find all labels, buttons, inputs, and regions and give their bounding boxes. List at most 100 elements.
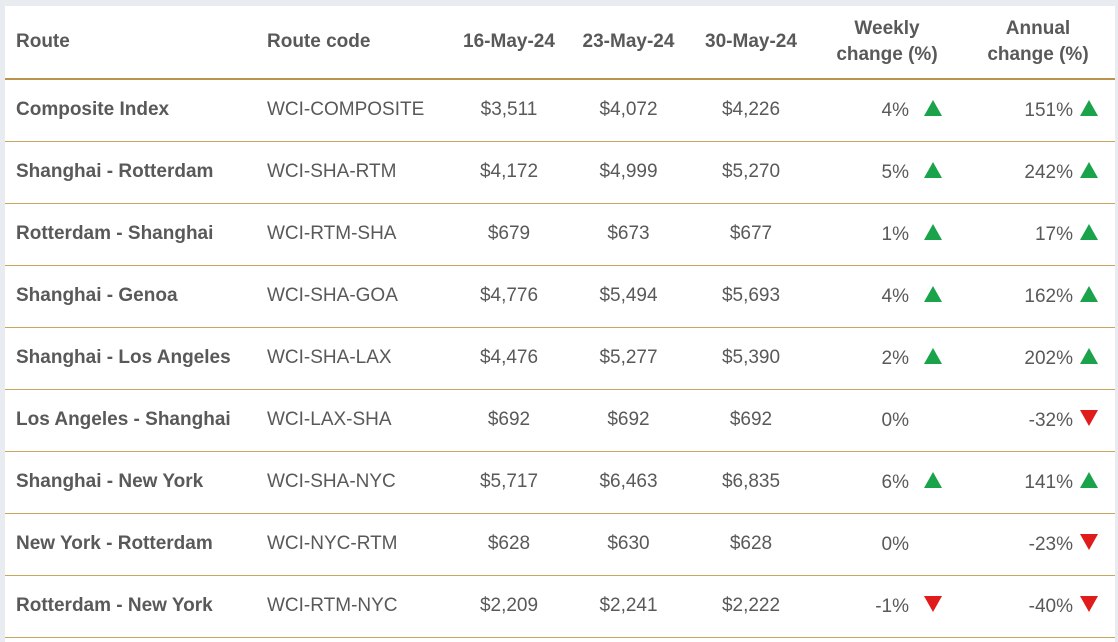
up-triangle-icon [1079, 285, 1099, 303]
weekly-change-value: 6% [881, 471, 909, 493]
weekly-change-value: 1% [881, 223, 909, 245]
header-annual-line1: Annual [1005, 18, 1071, 39]
weekly-change-cell: 2% [813, 327, 961, 390]
rate-date-3-cell: $5,270 [689, 141, 813, 204]
rate-date-2-cell: $6,463 [568, 451, 689, 514]
weekly-change-cell: 1% [813, 203, 961, 266]
up-triangle-icon [923, 347, 943, 365]
annual-change-cell: -32% [961, 389, 1115, 452]
down-triangle-icon [1079, 533, 1099, 551]
rate-date-2-cell: $4,072 [568, 79, 689, 142]
weekly-change-value: 4% [881, 99, 909, 121]
down-triangle-icon [923, 595, 943, 613]
rate-date-3-cell: $692 [689, 389, 813, 452]
header-weekly-line1: Weekly [854, 18, 920, 39]
annual-change-cell: -40% [961, 575, 1115, 638]
table-row: New York - Rotterdam WCI-NYC-RTM $628 $630 $… [5, 513, 1115, 576]
rate-date-1-cell: $4,776 [450, 265, 568, 328]
up-triangle-icon [1079, 471, 1099, 489]
up-triangle-icon [923, 285, 943, 303]
down-triangle-icon [1079, 409, 1099, 427]
up-triangle-icon [923, 471, 943, 489]
route-code-cell: WCI-SHA-RTM [263, 141, 450, 204]
table-row: Shanghai - Rotterdam WCI-SHA-RTM $4,172 $4,… [5, 141, 1115, 204]
rate-date-2-cell: $692 [568, 389, 689, 452]
annual-change-cell: 242% [961, 141, 1115, 204]
rate-date-3-cell: $628 [689, 513, 813, 576]
header-weekly-change: Weekly change (%) [813, 6, 961, 80]
route-name-cell: Shanghai - Rotterdam [5, 141, 263, 204]
header-annual-line2: change (%) [987, 44, 1089, 65]
weekly-change-cell: 4% [813, 265, 961, 328]
weekly-change-value: 5% [881, 161, 909, 183]
annual-change-value: -40% [1028, 595, 1073, 617]
up-triangle-icon [1079, 161, 1099, 179]
annual-change-value: 242% [1024, 161, 1073, 183]
rate-date-3-cell: $5,390 [689, 327, 813, 390]
annual-change-value: 151% [1024, 99, 1073, 121]
rate-date-1-cell: $3,511 [450, 79, 568, 142]
table-row: Los Angeles - Shanghai WCI-LAX-SHA $692 $69… [5, 389, 1115, 452]
no-change-icon [923, 409, 943, 427]
table-row: Shanghai - New York WCI-SHA-NYC $5,717 $6,4… [5, 451, 1115, 514]
rate-date-3-cell: $6,835 [689, 451, 813, 514]
route-name-cell: Rotterdam - Shanghai [5, 203, 263, 266]
annual-change-value: 141% [1024, 471, 1073, 493]
annual-change-cell: 17% [961, 203, 1115, 266]
route-name-cell: Shanghai - Los Angeles [5, 327, 263, 390]
header-weekly-line2: change (%) [836, 44, 938, 65]
table-row: Composite Index WCI-COMPOSITE $3,511 $4,072… [5, 79, 1115, 142]
route-code-cell: WCI-SHA-LAX [263, 327, 450, 390]
no-change-icon [923, 533, 943, 551]
weekly-change-cell: 4% [813, 79, 961, 142]
route-name-cell: New York - Rotterdam [5, 513, 263, 576]
annual-change-value: 202% [1024, 347, 1073, 369]
annual-change-cell: 151% [961, 79, 1115, 142]
up-triangle-icon [923, 99, 943, 117]
annual-change-value: 17% [1034, 223, 1073, 245]
weekly-change-cell: 0% [813, 513, 961, 576]
annual-change-cell: -23% [961, 513, 1115, 576]
weekly-change-cell: 0% [813, 389, 961, 452]
rate-date-2-cell: $4,999 [568, 141, 689, 204]
rate-date-2-cell: $5,277 [568, 327, 689, 390]
table-header-row: Route Route code 16-May-24 23-May-24 30-… [5, 6, 1115, 80]
header-annual-change: Annual change (%) [961, 6, 1115, 80]
up-triangle-icon [1079, 223, 1099, 241]
weekly-change-value: 0% [881, 533, 909, 555]
weekly-change-cell: 6% [813, 451, 961, 514]
annual-change-value: -32% [1028, 409, 1073, 431]
rate-date-1-cell: $628 [450, 513, 568, 576]
table-row: Shanghai - Genoa WCI-SHA-GOA $4,776 $5,494 $… [5, 265, 1115, 328]
rate-date-3-cell: $4,226 [689, 79, 813, 142]
route-name-cell: Shanghai - Genoa [5, 265, 263, 328]
rate-date-3-cell: $2,222 [689, 575, 813, 638]
route-code-cell: WCI-NYC-RTM [263, 513, 450, 576]
up-triangle-icon [1079, 347, 1099, 365]
annual-change-cell: 162% [961, 265, 1115, 328]
route-name-cell: Shanghai - New York [5, 451, 263, 514]
rate-date-2-cell: $2,241 [568, 575, 689, 638]
rate-date-1-cell: $2,209 [450, 575, 568, 638]
rate-date-3-cell: $677 [689, 203, 813, 266]
route-code-cell: WCI-LAX-SHA [263, 389, 450, 452]
route-code-cell: WCI-RTM-SHA [263, 203, 450, 266]
rate-date-1-cell: $4,476 [450, 327, 568, 390]
rate-date-1-cell: $692 [450, 389, 568, 452]
route-code-cell: WCI-SHA-GOA [263, 265, 450, 328]
table-row: Rotterdam - Shanghai WCI-RTM-SHA $679 $673 $… [5, 203, 1115, 266]
weekly-change-value: 4% [881, 285, 909, 307]
route-name-cell: Rotterdam - New York [5, 575, 263, 638]
header-date-1: 16-May-24 [450, 6, 568, 80]
table-row: Rotterdam - New York WCI-RTM-NYC $2,209 $2,… [5, 575, 1115, 638]
header-date-2: 23-May-24 [568, 6, 689, 80]
annual-change-value: 162% [1024, 285, 1073, 307]
route-code-cell: WCI-RTM-NYC [263, 575, 450, 638]
header-date-3: 30-May-24 [689, 6, 813, 80]
up-triangle-icon [923, 223, 943, 241]
freight-rate-table: Route Route code 16-May-24 23-May-24 30-… [5, 6, 1115, 638]
weekly-change-value: 2% [881, 347, 909, 369]
header-route: Route [5, 6, 263, 80]
rate-date-1-cell: $4,172 [450, 141, 568, 204]
rate-date-2-cell: $630 [568, 513, 689, 576]
